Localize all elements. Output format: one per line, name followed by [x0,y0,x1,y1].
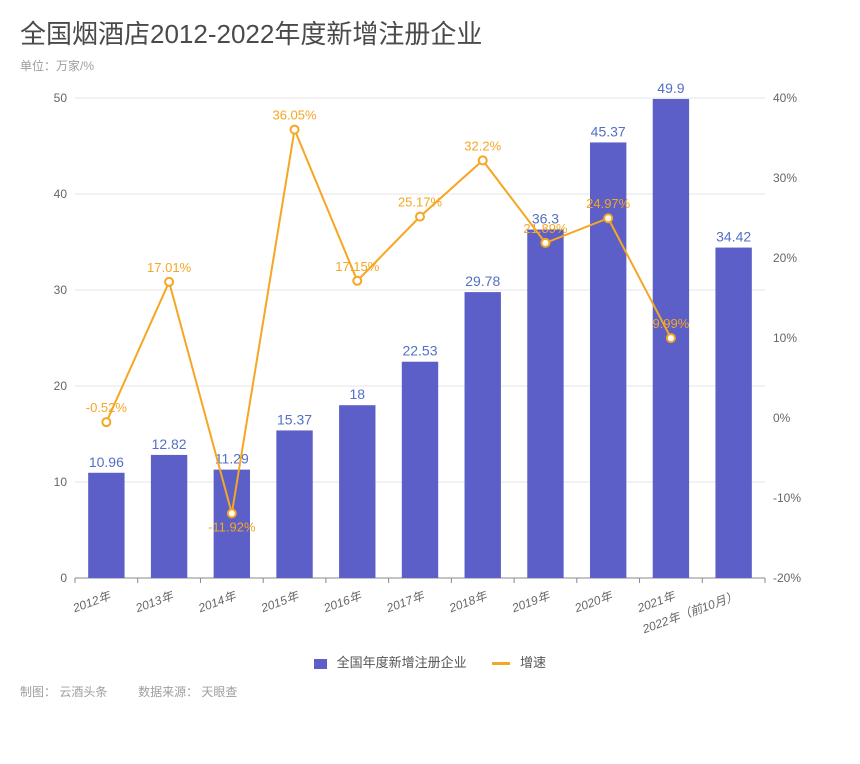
svg-text:15.37: 15.37 [277,411,312,427]
chart-footer: 制图： 云酒头条 数据来源： 天眼查 [20,683,840,700]
svg-text:2013年: 2013年 [133,588,177,615]
svg-text:0%: 0% [773,411,791,425]
svg-text:40: 40 [54,187,68,201]
svg-text:34.42: 34.42 [716,229,751,245]
svg-text:18: 18 [349,386,365,402]
svg-text:12.82: 12.82 [152,436,187,452]
svg-text:2019年: 2019年 [509,588,553,615]
unit-label: 单位：万家/% [20,57,840,74]
source-value: 天眼查 [201,685,237,699]
svg-text:-0.52%: -0.52% [86,400,128,415]
legend-bar-label: 全国年度新增注册企业 [337,655,467,670]
svg-text:30: 30 [54,283,68,297]
svg-text:2014年: 2014年 [196,588,240,615]
svg-text:29.78: 29.78 [465,273,500,289]
svg-text:0: 0 [60,571,67,585]
svg-text:2012年: 2012年 [70,588,114,615]
svg-text:10: 10 [54,475,68,489]
svg-text:40%: 40% [773,91,797,105]
svg-text:10%: 10% [773,331,797,345]
svg-text:50: 50 [54,91,68,105]
svg-text:21.89%: 21.89% [523,221,568,236]
svg-text:-20%: -20% [773,571,801,585]
svg-text:30%: 30% [773,171,797,185]
svg-text:2018年: 2018年 [446,588,490,615]
chart-plot: 0 10 20 30 40 50 -20% -10% 0% 10% 20% 30% 40% 10.96 12… [20,78,820,638]
svg-text:45.37: 45.37 [591,123,626,139]
svg-text:-11.92%: -11.92% [208,519,256,534]
svg-text:-10%: -10% [773,491,801,505]
legend-line-label: 增速 [520,655,546,670]
svg-text:20: 20 [54,379,68,393]
chart-title: 全国烟酒店2012-2022年度新增注册企业 [20,14,840,51]
legend-line-swatch [492,662,510,665]
svg-text:2020年: 2020年 [572,588,616,615]
svg-text:11.29: 11.29 [215,451,249,467]
svg-text:17.15%: 17.15% [335,259,380,274]
svg-text:2016年: 2016年 [321,588,365,615]
svg-text:2015年: 2015年 [258,588,302,615]
svg-text:17.01%: 17.01% [147,260,192,275]
svg-text:24.97%: 24.97% [586,196,631,211]
svg-text:25.17%: 25.17% [398,195,443,210]
svg-text:32.2%: 32.2% [464,138,501,153]
svg-text:10.96: 10.96 [89,454,124,470]
credit-value: 云酒头条 [59,685,107,699]
svg-text:20%: 20% [773,251,797,265]
svg-text:36.05%: 36.05% [272,108,317,123]
svg-text:2017年: 2017年 [384,588,428,615]
source-label: 数据来源： [138,685,198,699]
credit-label: 制图： [20,685,56,699]
svg-text:22.53: 22.53 [402,343,437,359]
chart-legend: 全国年度新增注册企业 增速 [20,652,840,671]
svg-text:49.9: 49.9 [657,80,684,96]
svg-text:9.99%: 9.99% [652,316,689,331]
legend-bar-swatch [314,659,327,669]
